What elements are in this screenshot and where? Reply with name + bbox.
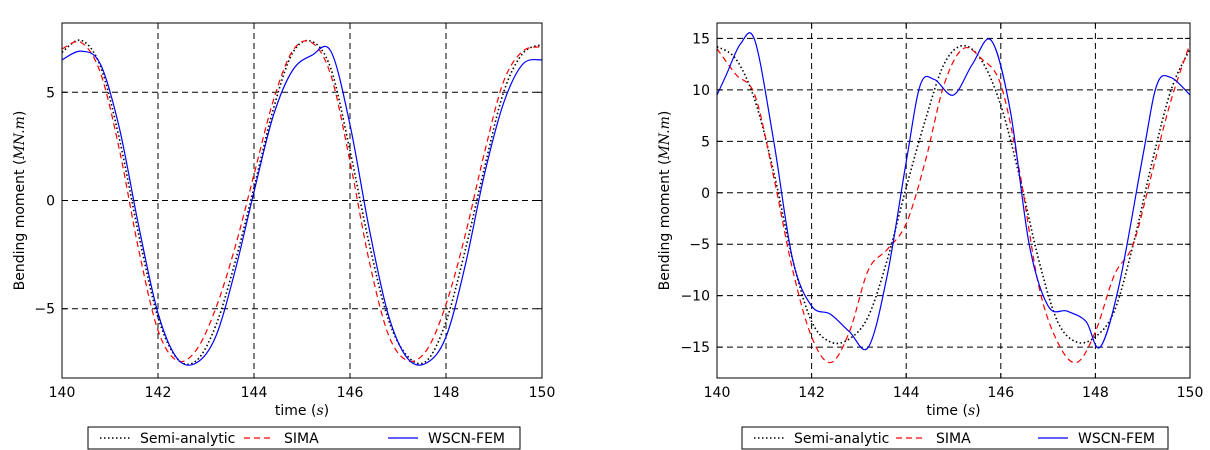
x-axis-paren-close: ) <box>324 403 329 419</box>
legend-label: SIMA <box>284 431 319 447</box>
x-axis-paren-close: ) <box>975 403 980 419</box>
x-axis-label-text: time <box>275 403 307 419</box>
y-axis-paren-close: ) <box>657 111 673 116</box>
y-tick-label: 5 <box>701 134 710 150</box>
y-axis-label: Bending moment (MN.m) <box>12 111 28 291</box>
legend-label: WSCN-FEM <box>1078 431 1155 447</box>
series-line-wscn-fem <box>62 45 542 366</box>
x-axis-unit: s <box>316 403 323 419</box>
legend-label: Semi-analytic <box>794 431 889 447</box>
x-axis-paren-open: ( <box>958 403 968 419</box>
legend: Semi-analytic SIMA WSCN-FEM <box>87 426 521 450</box>
series-line-wscn-fem <box>717 32 1190 351</box>
y-tick-label: −5 <box>689 237 710 253</box>
y-tick-label: 5 <box>46 85 55 101</box>
y-axis-paren-open: ( <box>12 160 28 170</box>
y-tick-label: −5 <box>34 302 55 318</box>
x-tick-label: 140 <box>49 385 76 401</box>
x-axis-paren-open: ( <box>307 403 317 419</box>
x-tick-label: 148 <box>1082 385 1109 401</box>
y-tick-label: 10 <box>692 83 710 99</box>
y-tick-label: 15 <box>692 31 710 47</box>
y-axis-paren-open: ( <box>657 160 673 170</box>
y-tick-label: −10 <box>680 289 710 305</box>
series-line-sima <box>62 40 542 363</box>
legend-box <box>87 426 521 450</box>
x-tick-label: 140 <box>704 385 731 401</box>
plot-frame <box>716 22 1191 379</box>
legend-label: Semi-analytic <box>140 431 235 447</box>
x-axis-label-text: time <box>926 403 958 419</box>
y-axis-unit: MN.m <box>12 116 28 160</box>
x-tick-label: 146 <box>987 385 1014 401</box>
legend-label: SIMA <box>936 431 971 447</box>
x-tick-label: 144 <box>241 385 268 401</box>
x-tick-label: 142 <box>145 385 172 401</box>
y-tick-label: 0 <box>701 186 710 202</box>
x-axis-label: time (s) <box>275 403 329 419</box>
x-tick-label: 150 <box>1177 385 1204 401</box>
series-line-sima <box>717 43 1190 364</box>
x-tick-label: 142 <box>798 385 825 401</box>
x-axis-label: time (s) <box>926 403 980 419</box>
y-axis-paren-close: ) <box>12 111 28 116</box>
y-axis-label-text: Bending moment <box>657 169 673 290</box>
legend-box <box>741 426 1169 450</box>
x-tick-label: 146 <box>337 385 364 401</box>
y-tick-label: −15 <box>680 340 710 356</box>
legend-label: WSCN-FEM <box>428 431 505 447</box>
x-tick-label: 144 <box>893 385 920 401</box>
y-axis-label: Bending moment (MN.m) <box>657 111 673 291</box>
x-tick-label: 150 <box>529 385 556 401</box>
x-axis-unit: s <box>968 403 975 419</box>
y-tick-label: 0 <box>46 194 55 210</box>
legend: Semi-analytic SIMA WSCN-FEM <box>741 426 1169 450</box>
y-axis-label-text: Bending moment <box>12 169 28 290</box>
y-axis-unit: MN.m <box>657 116 673 160</box>
x-tick-label: 148 <box>433 385 460 401</box>
